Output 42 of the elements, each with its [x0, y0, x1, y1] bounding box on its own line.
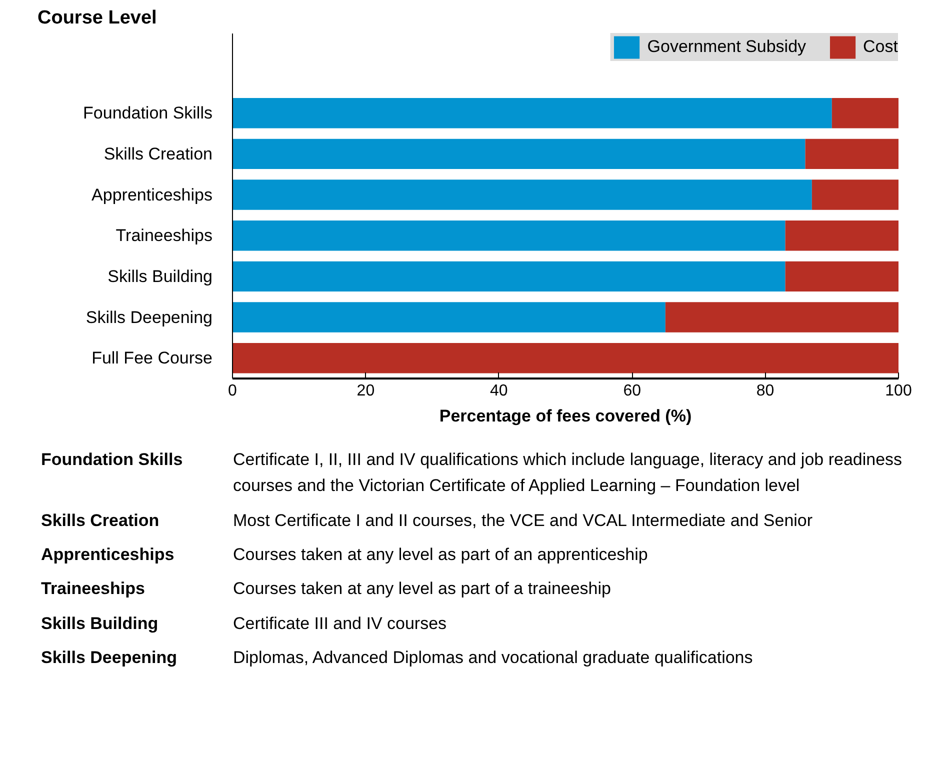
bar	[232, 220, 786, 251]
x-tick-label: 80	[756, 382, 774, 400]
bar	[232, 180, 812, 210]
bar	[805, 138, 898, 170]
bar	[665, 302, 898, 332]
y-tick-label: Foundation Skills	[83, 104, 213, 123]
y-axis-title: Course Level	[38, 8, 157, 28]
text: Foundation Skills	[41, 449, 184, 471]
text: Diplomas, Advanced Diplomas and vocational graduate qualifications	[233, 647, 754, 670]
legend-label: Cost	[863, 37, 898, 57]
text: Skills Creation	[41, 510, 160, 532]
y-tick-label: Traineeships	[116, 226, 213, 246]
bar	[232, 302, 666, 332]
y-tick-label: Skills Deepening	[86, 308, 213, 327]
text: Apprenticeships	[41, 544, 176, 566]
bar	[785, 261, 898, 292]
text: Skills Building	[41, 612, 160, 635]
text: Courses taken at any level as part of a traineeship	[233, 578, 612, 600]
y-tick-label: Apprenticeships	[92, 185, 213, 204]
bar	[832, 98, 898, 128]
text: Traineeships	[41, 578, 146, 600]
bar	[232, 98, 832, 128]
x-tick-label: 60	[623, 382, 642, 400]
x-tick-label: 0	[228, 382, 238, 400]
x-tick-label: 20	[356, 382, 375, 400]
x-tick-label: 40	[490, 382, 508, 400]
bar	[232, 261, 786, 292]
y-tick-label: Full Fee Course	[92, 348, 213, 368]
bar	[232, 342, 898, 374]
text: Certificate III and IV courses	[233, 612, 448, 635]
legend-label: Government Subsidy	[647, 37, 806, 57]
text: Most Certificate I and II courses, the VCE and VCAL Intermediate and Senior	[233, 510, 814, 532]
text: Skills Deepening	[41, 647, 178, 670]
bar	[812, 180, 898, 210]
bar	[785, 220, 898, 251]
text: Courses taken at any level as part of an apprenticeship	[233, 544, 649, 566]
x-axis-title: Percentage of fees covered (%)	[439, 406, 692, 426]
y-tick-label: Skills Creation	[104, 144, 213, 164]
y-tick-label: Skills Building	[108, 266, 213, 286]
x-tick-label: 100	[885, 382, 912, 400]
text: Certificate I, II, III and IV qualifications which include language, literacy and job readiness courses and the Victorian Certificate of Applied Learning – Foundation level	[233, 449, 904, 498]
bar	[232, 138, 806, 170]
